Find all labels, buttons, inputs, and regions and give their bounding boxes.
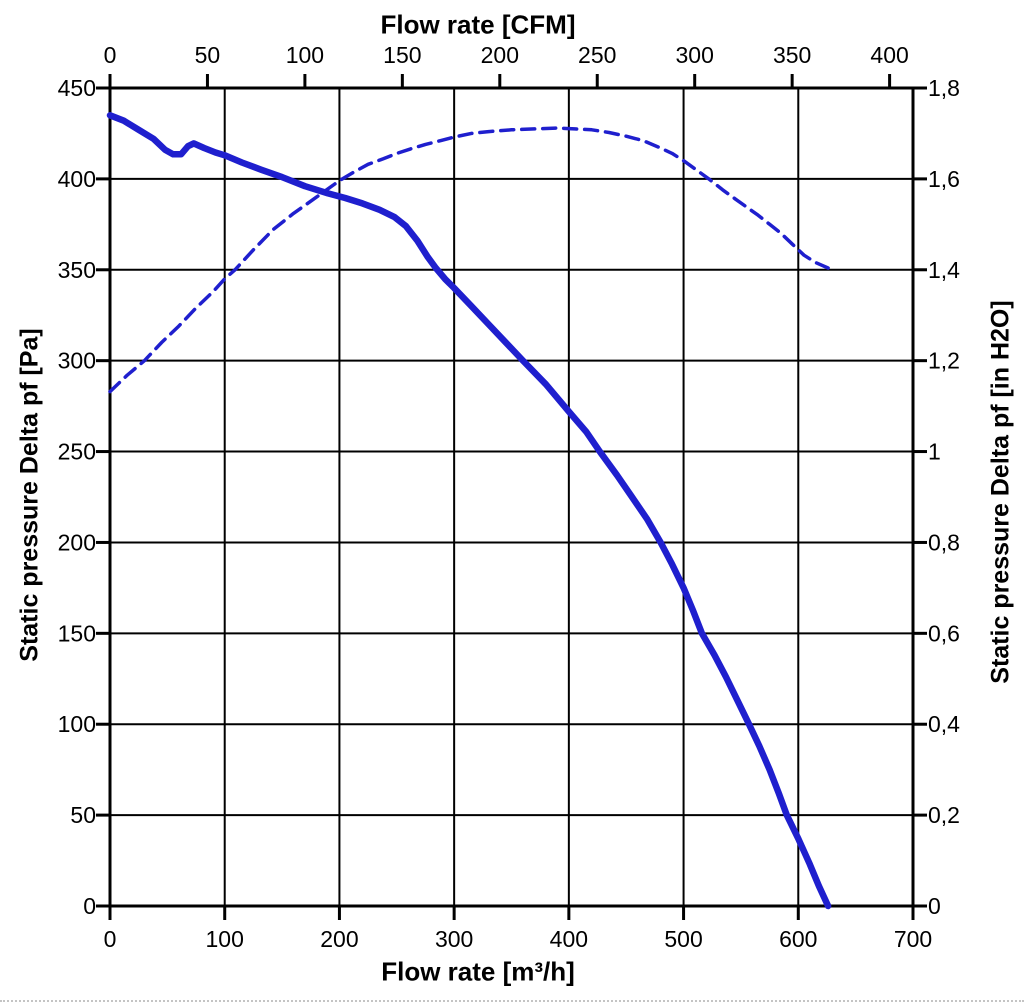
page-edge-dotted-line <box>0 1000 1024 1002</box>
bottom-tick-label-300: 300 <box>435 926 473 952</box>
left-tick-label-450: 450 <box>58 75 96 101</box>
top-tick-label-400: 400 <box>870 42 908 68</box>
static-pressure-curve-solid <box>106 112 832 910</box>
top-tick-label-50: 50 <box>195 42 221 68</box>
left-tick-label-400: 400 <box>58 166 96 192</box>
bottom-tick-label-500: 500 <box>664 926 702 952</box>
right-tick-label-1,4: 1,4 <box>928 257 960 283</box>
bottom-tick-label-400: 400 <box>550 926 588 952</box>
top-tick-label-100: 100 <box>286 42 324 68</box>
right-tick-label-1,6: 1,6 <box>928 166 960 192</box>
left-tick-label-250: 250 <box>58 439 96 465</box>
top-tick-label-350: 350 <box>773 42 811 68</box>
bottom-axis-title: Flow rate [m³/h] <box>381 956 575 987</box>
bottom-tick-label-0: 0 <box>104 926 117 952</box>
right-tick-label-1,8: 1,8 <box>928 75 960 101</box>
right-tick-label-0: 0 <box>928 893 941 919</box>
plot-frame <box>108 86 915 908</box>
top-tick-label-150: 150 <box>383 42 421 68</box>
top-tick-label-300: 300 <box>676 42 714 68</box>
top-axis-title: Flow rate [CFM] <box>380 9 576 40</box>
bottom-tick-label-700: 700 <box>894 926 932 952</box>
left-tick-label-300: 300 <box>58 348 96 374</box>
left-tick-label-100: 100 <box>58 711 96 737</box>
bottom-tick-label-200: 200 <box>320 926 358 952</box>
static-pressure-curve-dashed <box>108 126 830 394</box>
top-tick-label-200: 200 <box>481 42 519 68</box>
top-tick-label-250: 250 <box>578 42 616 68</box>
left-tick-label-0: 0 <box>83 893 96 919</box>
top-tick-label-0: 0 <box>104 42 117 68</box>
right-tick-label-1,2: 1,2 <box>928 348 960 374</box>
left-tick-label-200: 200 <box>58 529 96 555</box>
left-tick-label-150: 150 <box>58 620 96 646</box>
bottom-tick-label-600: 600 <box>779 926 817 952</box>
bottom-tick-label-100: 100 <box>206 926 244 952</box>
right-tick-label-0,6: 0,6 <box>928 620 960 646</box>
left-tick-label-50: 50 <box>70 802 96 828</box>
right-tick-label-0,8: 0,8 <box>928 529 960 555</box>
left-tick-label-350: 350 <box>58 257 96 283</box>
right-tick-label-0,4: 0,4 <box>928 711 960 737</box>
right-tick-label-0,2: 0,2 <box>928 802 960 828</box>
right-tick-label-1: 1 <box>928 439 941 465</box>
